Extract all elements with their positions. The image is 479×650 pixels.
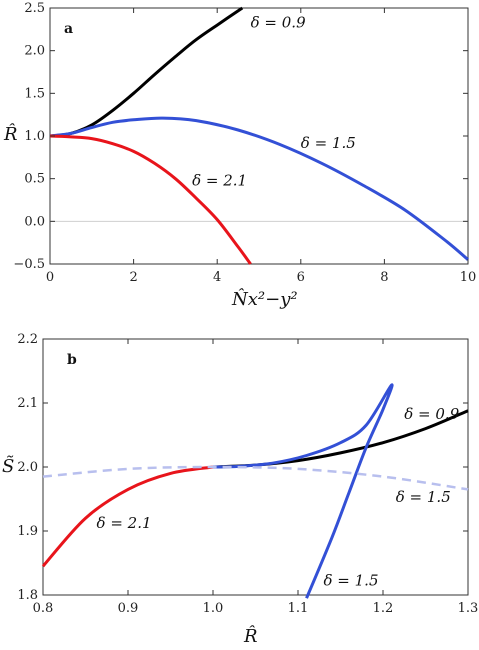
y-tick-label: 2.0: [17, 460, 38, 475]
y-tick-label: 1.8: [17, 588, 38, 603]
annotation-label: δ = 0.9: [404, 405, 459, 423]
y-tick-label: 0.5: [24, 172, 45, 187]
x-tick-label: 0.8: [33, 601, 54, 616]
annotation-label: δ = 0.9: [251, 14, 306, 32]
series-line-2-1: [41, 465, 214, 568]
annotation-label: δ = 2.1: [97, 514, 152, 532]
panel-b-xlabel: R̂: [243, 625, 258, 647]
x-tick-label: 10: [460, 270, 477, 285]
x-tick-label: 2: [129, 270, 137, 285]
panel-a: a 0 2 4 6 8 10 −0.5 0.0 0.5 1.0 1.5 2.0 2.5 δ = 0.9…: [3, 1, 476, 310]
annotation-label: δ = 1.5: [301, 134, 356, 152]
x-tick-label: 0: [46, 270, 54, 285]
annotation-label: δ = 1.5: [396, 488, 451, 506]
y-tick-label: −0.5: [13, 257, 45, 272]
x-tick-label: 8: [380, 270, 388, 285]
y-tick-label: 2.1: [17, 396, 38, 411]
panel-a-xlabel: N̂x²−y²: [231, 288, 298, 310]
x-tick-label: 1.1: [288, 601, 309, 616]
y-tick-label: 1.0: [24, 129, 45, 144]
series-line-0-9: [49, 6, 244, 138]
x-tick-label: 1.2: [373, 601, 394, 616]
series-line-1-5: [49, 116, 469, 261]
x-tick-label: 1.0: [203, 601, 224, 616]
panel-b-ylabel: S̃: [2, 455, 14, 477]
y-tick-label: 2.2: [17, 332, 38, 347]
series-line-1-5-dashed: [42, 465, 469, 491]
x-tick-label: 0.9: [118, 601, 139, 616]
series-line-1-5: [212, 383, 394, 599]
panel-a-ylabel: R̂: [3, 123, 18, 145]
y-tick-label: 2.0: [24, 44, 45, 59]
annotation-label: δ = 2.1: [192, 171, 247, 189]
x-tick-label: 1.3: [458, 601, 479, 616]
x-tick-label: 6: [297, 270, 305, 285]
x-tick-label: 4: [213, 270, 221, 285]
y-tick-label: 1.5: [24, 86, 45, 101]
y-tick-label: 2.5: [24, 1, 45, 16]
panel-b: b 0.8 0.9 1.0 1.1 1.2 1.3 1.8 1.9 2.0 2.1 2.2 δ =…: [2, 332, 478, 647]
panel-b-label: b: [67, 352, 77, 368]
series-line-2-1: [49, 134, 252, 265]
y-tick-label: 1.9: [17, 524, 38, 539]
panel-a-label: a: [64, 21, 73, 37]
y-tick-label: 0.0: [24, 214, 45, 229]
annotation-label: δ = 1.5: [324, 571, 379, 589]
